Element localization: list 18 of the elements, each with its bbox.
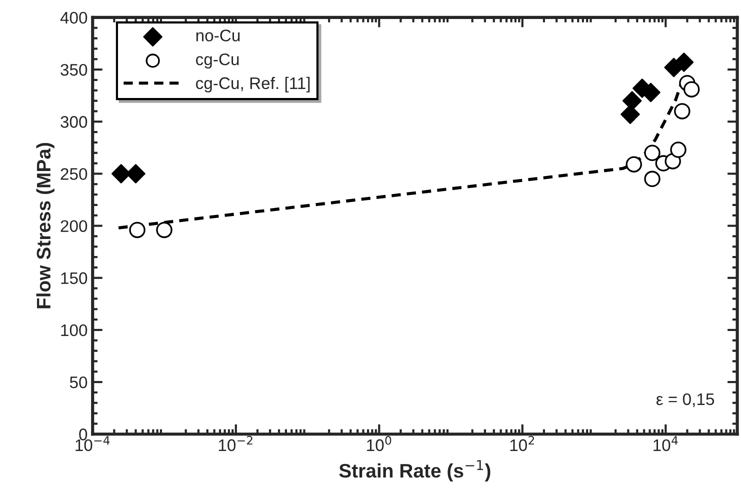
x-tick-label: 10$^{4}$	[654, 436, 678, 452]
y-tick-label: 150	[61, 272, 88, 284]
y-tick-label: 250	[60, 168, 88, 180]
legend-label: cg-Cu, Ref. [11]	[196, 76, 310, 92]
y-axis-title: Flow Stress (MPa)	[36, 143, 54, 308]
y-tick-label: 100	[61, 324, 88, 336]
y-tick-label: 50	[70, 376, 88, 388]
y-tick-label: 350	[60, 64, 88, 76]
annotation: ε = 0,15	[656, 393, 714, 408]
y-tick-label: 200	[60, 220, 88, 232]
x-tick-label: 10$^{0}$	[367, 436, 392, 452]
y-tick-label: 300	[60, 116, 88, 128]
x-tick-label: 10$^{−2}$	[218, 436, 252, 452]
legend-label: no-Cu	[196, 30, 240, 42]
y-tick-label: 400	[60, 12, 88, 24]
legend-label: cg-Cu	[196, 53, 239, 69]
x-tick-label: 10$^{2}$	[510, 436, 534, 452]
x-axis-title: Strain Rate (s$^{−1}$)	[339, 460, 490, 482]
